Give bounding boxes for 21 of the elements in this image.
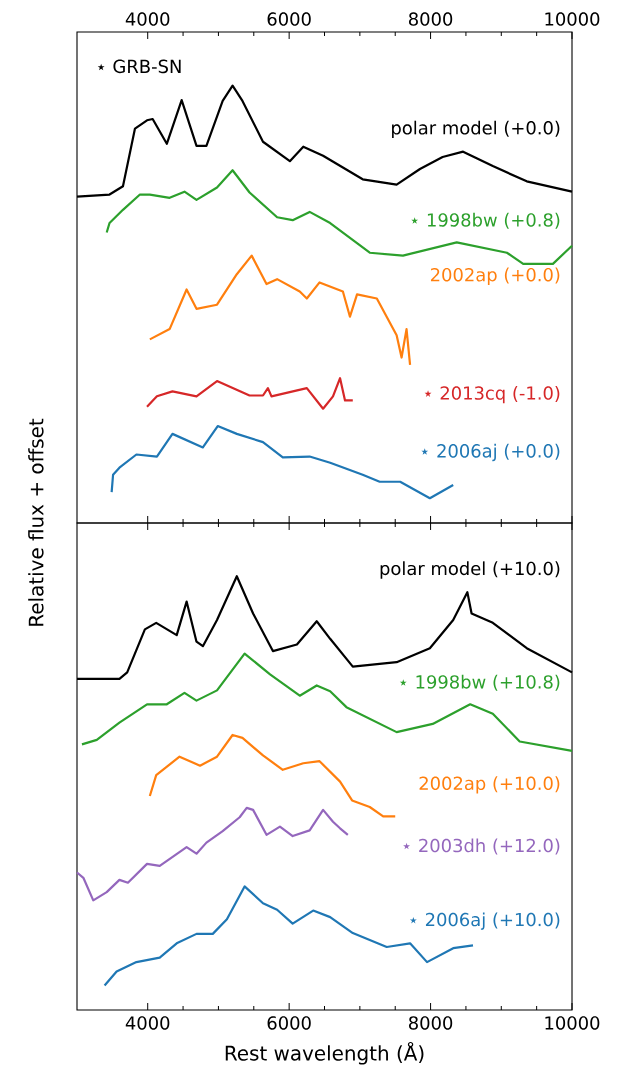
x-tick-label: 4000 <box>125 1016 170 1030</box>
x-tick-label: 6000 <box>267 1016 311 1030</box>
x-tick-label: 10000 <box>545 1016 600 1030</box>
series-label: polar model (+0.0) <box>392 120 560 139</box>
series-label: 2002ap (+10.0) <box>419 776 560 794</box>
series-label: ⋆ 2006aj (+0.0) <box>421 443 560 462</box>
x-tick-label: 8000 <box>408 12 453 26</box>
x-tick-label: 8000 <box>408 1016 453 1030</box>
series-label: ⋆ 2006aj (+10.0) <box>409 912 560 930</box>
x-tick-label: 4000 <box>125 12 170 26</box>
x-tick-label: 10000 <box>545 12 600 26</box>
series-label: ⋆ 1998bw (+0.8) <box>411 212 560 229</box>
text: ⋆ 2013cq (-1.0) <box>424 385 560 404</box>
x-tick-label: 6000 <box>267 12 311 26</box>
series-label: polar model (+10.0) <box>380 561 560 579</box>
text: ⋆ GRB-SN <box>97 59 181 74</box>
x-axis-title: Rest wavelength (Å) <box>225 1041 424 1065</box>
text: 2002ap (+0.0) <box>430 267 560 285</box>
y-axis-title: Relative flux + offset <box>28 418 44 626</box>
text: ⋆ 2003dh (+12.0) <box>403 838 560 855</box>
series-label: ⋆ 1998bw (+10.8) <box>399 674 560 691</box>
